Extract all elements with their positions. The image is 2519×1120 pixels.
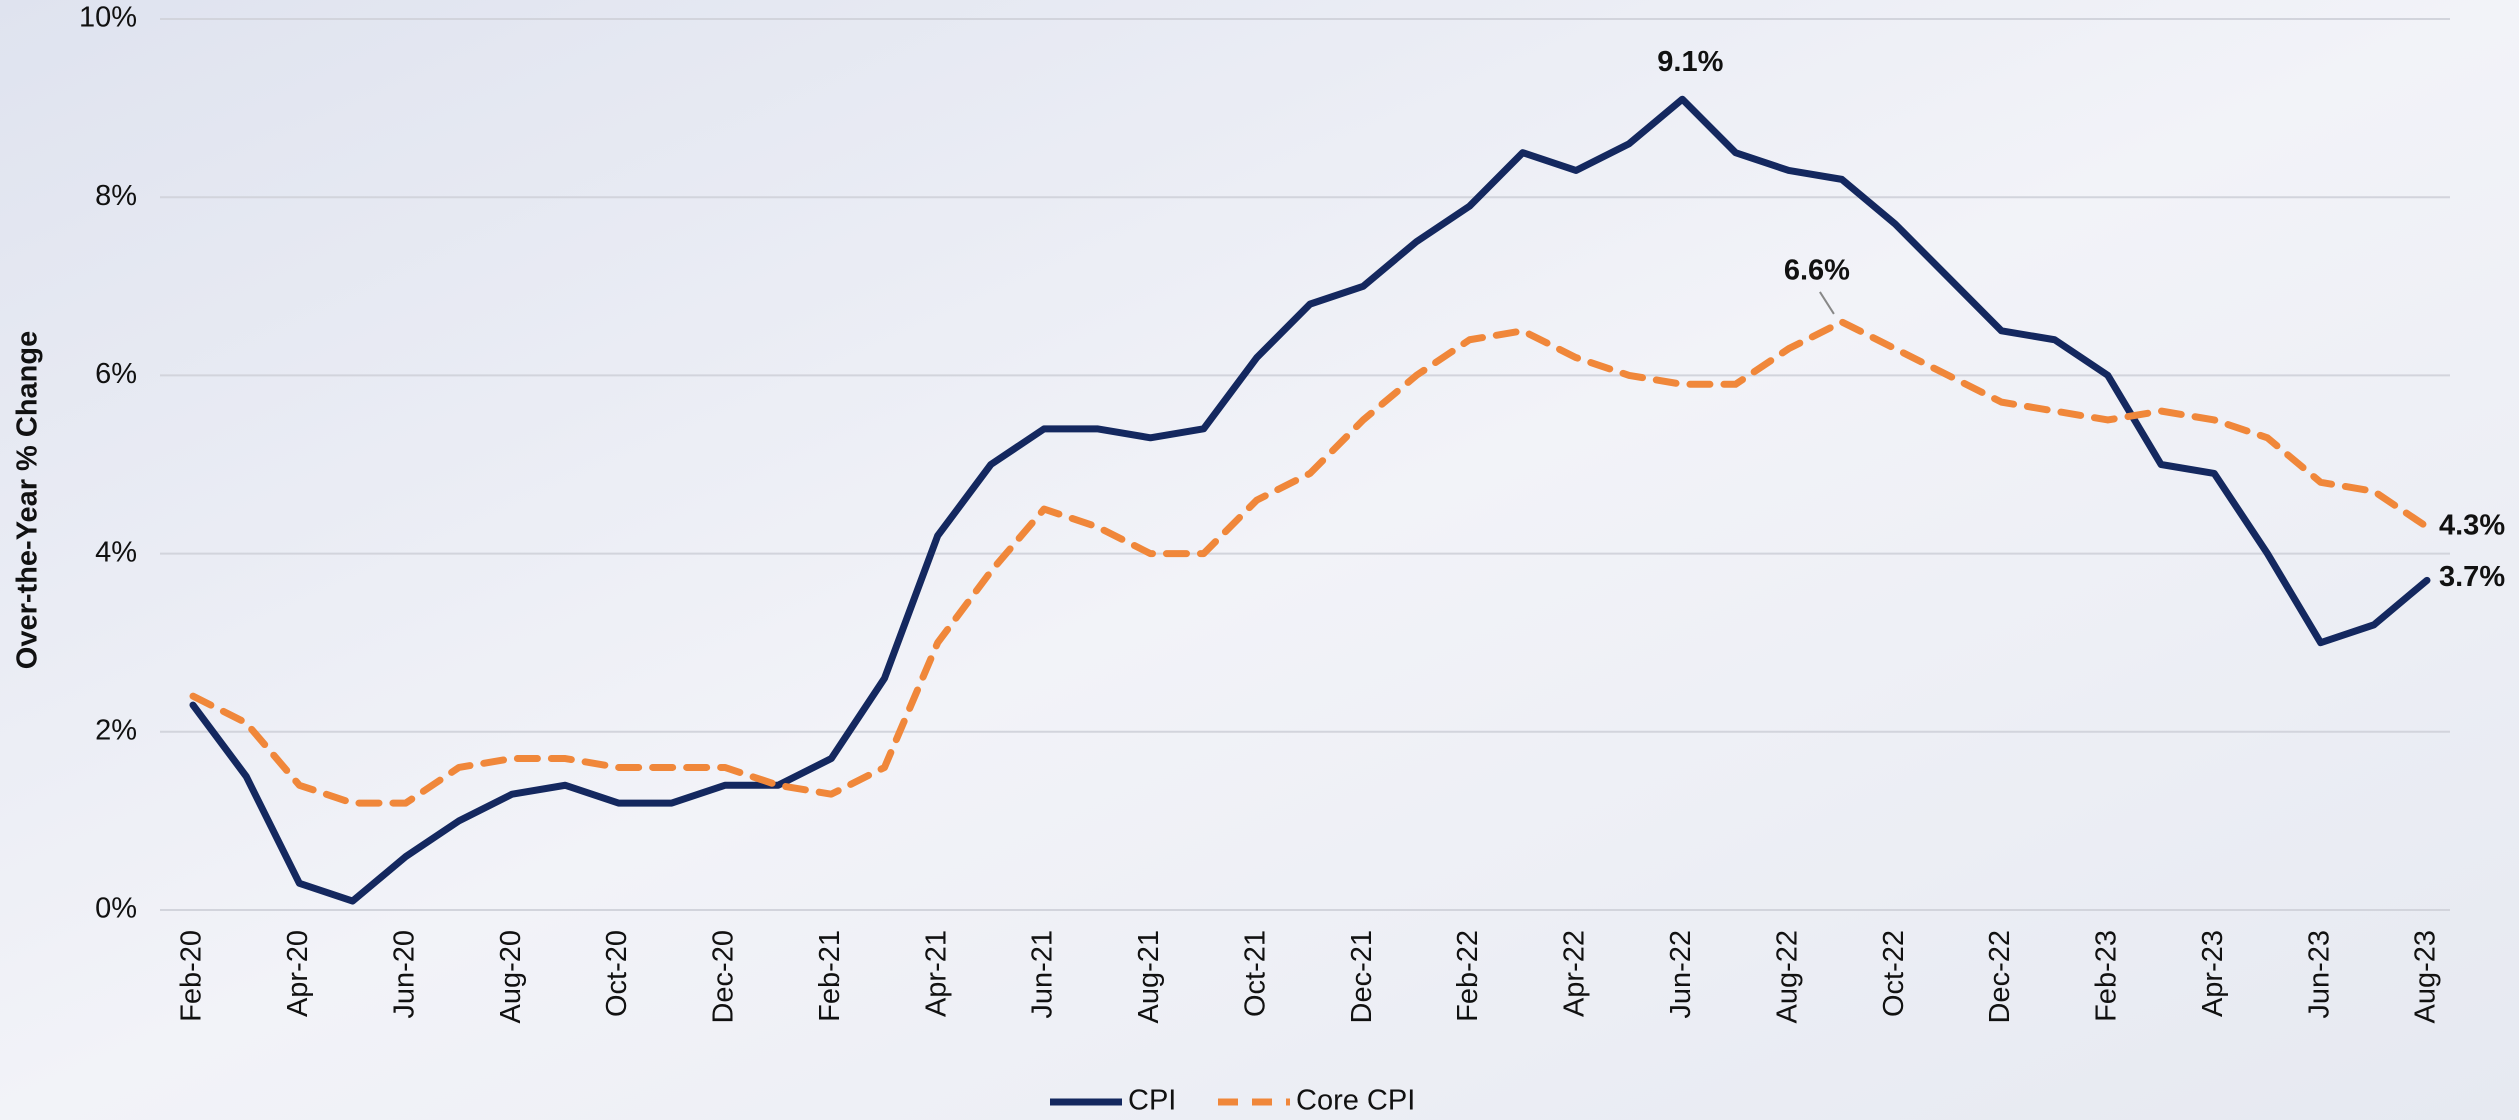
x-tick-label: Aug-23 [2410,930,2442,1024]
x-tick-label: Jun-21 [1027,930,1059,1019]
x-tick-label: Dec-21 [1346,930,1378,1024]
chart: Over-the-Year % Change 0% 2% 4% 6% 8% 10% Feb-… [0,0,2519,1120]
x-tick-label: Apr-23 [2197,930,2229,1017]
data-label: 6.6% [1784,255,1850,287]
x-tick-label: Dec-20 [708,930,740,1024]
page: Over-the-Year % Change 0% 2% 4% 6% 8% 10% Feb-… [0,0,2519,1120]
y-tick-label: 4% [95,536,137,568]
x-tick-label: Apr-22 [1559,930,1591,1017]
y-tick-label: 6% [95,358,137,390]
x-tick-label: Feb-21 [814,930,846,1022]
x-tick-label: Oct-21 [1239,930,1271,1017]
data-label: 4.3% [2439,510,2505,542]
y-axis-title: Over-the-Year % Change [12,331,44,669]
x-tick-label: Jun-22 [1665,930,1697,1019]
x-tick-label: Dec-22 [1984,930,2016,1024]
legend-label: Core CPI [1296,1085,1415,1117]
x-tick-label: Feb-23 [2091,930,2123,1022]
x-tick-label: Feb-22 [1452,930,1484,1022]
x-tick-label: Oct-22 [1878,930,1910,1017]
x-tick-label: Apr-20 [282,930,314,1017]
x-tick-label: Feb-20 [176,930,208,1022]
x-tick-label: Jun-20 [388,930,420,1019]
x-tick-label: Aug-20 [495,930,527,1024]
x-tick-label: Oct-20 [601,930,633,1017]
data-label: 3.7% [2439,561,2505,593]
x-tick-label: Aug-21 [1133,930,1165,1024]
legend-label: CPI [1128,1085,1176,1117]
y-tick-label: 0% [95,893,137,925]
y-tick-label: 8% [95,180,137,212]
x-tick-label: Aug-22 [1771,930,1803,1024]
x-tick-label: Apr-21 [920,930,952,1017]
y-tick-label: 2% [95,714,137,746]
x-tick-label: Jun-23 [2303,930,2335,1019]
y-tick-label: 10% [79,2,137,34]
data-label: 9.1% [1657,46,1723,78]
